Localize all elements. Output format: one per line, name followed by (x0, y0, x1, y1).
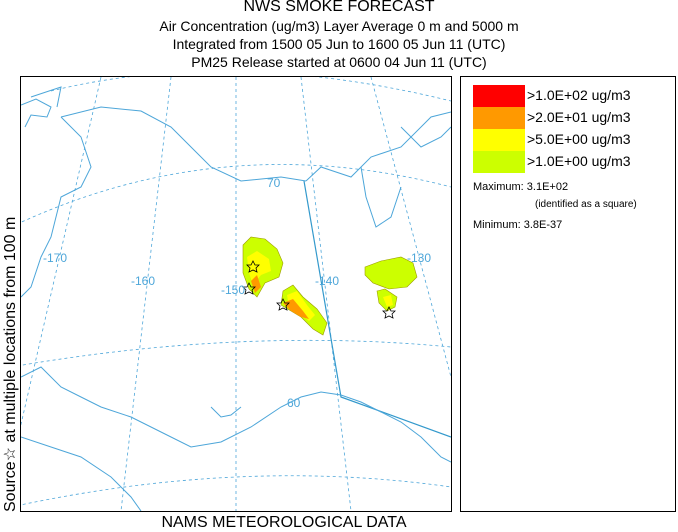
subtitle-release: PM25 Release started at 0600 04 Jun 11 (… (191, 54, 487, 70)
lon-label-160: -160 (131, 274, 155, 288)
legend-swatch-1 (473, 85, 525, 107)
source-side-label-text: Source☆ at multiple locations from 100 m (2, 216, 19, 512)
legend-label-4: >1.0E+00 ug/m3 (527, 153, 631, 169)
lat-label-70: 70 (267, 176, 281, 190)
smoke-plumes (242, 236, 418, 336)
lon-label-130: -130 (407, 251, 431, 265)
subtitle-integration: Integrated from 1500 05 Jun to 1600 05 J… (172, 36, 506, 52)
source-star-icon (276, 298, 290, 311)
lon-label-140: -140 (315, 274, 339, 288)
lon-label-150: -150 (221, 283, 245, 297)
data-source-label: NAMS METEOROLOGICAL DATA (161, 514, 407, 531)
legend-label-1: >1.0E+02 ug/m3 (527, 87, 631, 103)
legend-maximum: Maximum: 3.1E+02 (473, 181, 569, 193)
longitude-lines (21, 77, 451, 511)
plume-east-level2 (383, 295, 393, 307)
legend-minimum: Minimum: 3.8E-37 (473, 219, 563, 231)
source-star-icon (242, 282, 256, 295)
lon-label-170: -170 (43, 251, 67, 265)
legend-maximum-note: (identified as a square) (535, 199, 637, 210)
plume-center-level2 (287, 291, 315, 321)
chart-title: NWS SMOKE FORECAST (243, 0, 435, 15)
subtitle-concentration: Air Concentration (ug/m3) Layer Average … (159, 18, 519, 34)
source-star-icon (246, 260, 260, 273)
lat-label-60: 60 (287, 396, 301, 410)
legend-swatch-4 (473, 151, 525, 173)
legend-panel: >1.0E+02 ug/m3 >2.0E+01 ug/m3 >5.0E+00 u… (460, 76, 676, 512)
source-side-label: Source☆ at multiple locations from 100 m (0, 76, 19, 512)
map-panel: -170 -160 -150 -140 -130 70 60 (20, 76, 452, 512)
legend-label-3: >5.0E+00 ug/m3 (527, 131, 631, 147)
source-markers (242, 260, 396, 319)
source-star-icon (382, 306, 396, 319)
border-line (303, 180, 451, 438)
legend-label-2: >2.0E+01 ug/m3 (527, 109, 631, 125)
latitude-lines (21, 77, 451, 506)
plume-east-level1 (364, 256, 418, 290)
coastline (21, 86, 451, 511)
map-svg: -170 -160 -150 -140 -130 70 60 (21, 77, 451, 511)
plume-center-level3 (283, 299, 309, 319)
plume-west-level2 (247, 251, 271, 285)
legend-swatch-2 (473, 107, 525, 129)
legend-swatch-3 (473, 129, 525, 151)
